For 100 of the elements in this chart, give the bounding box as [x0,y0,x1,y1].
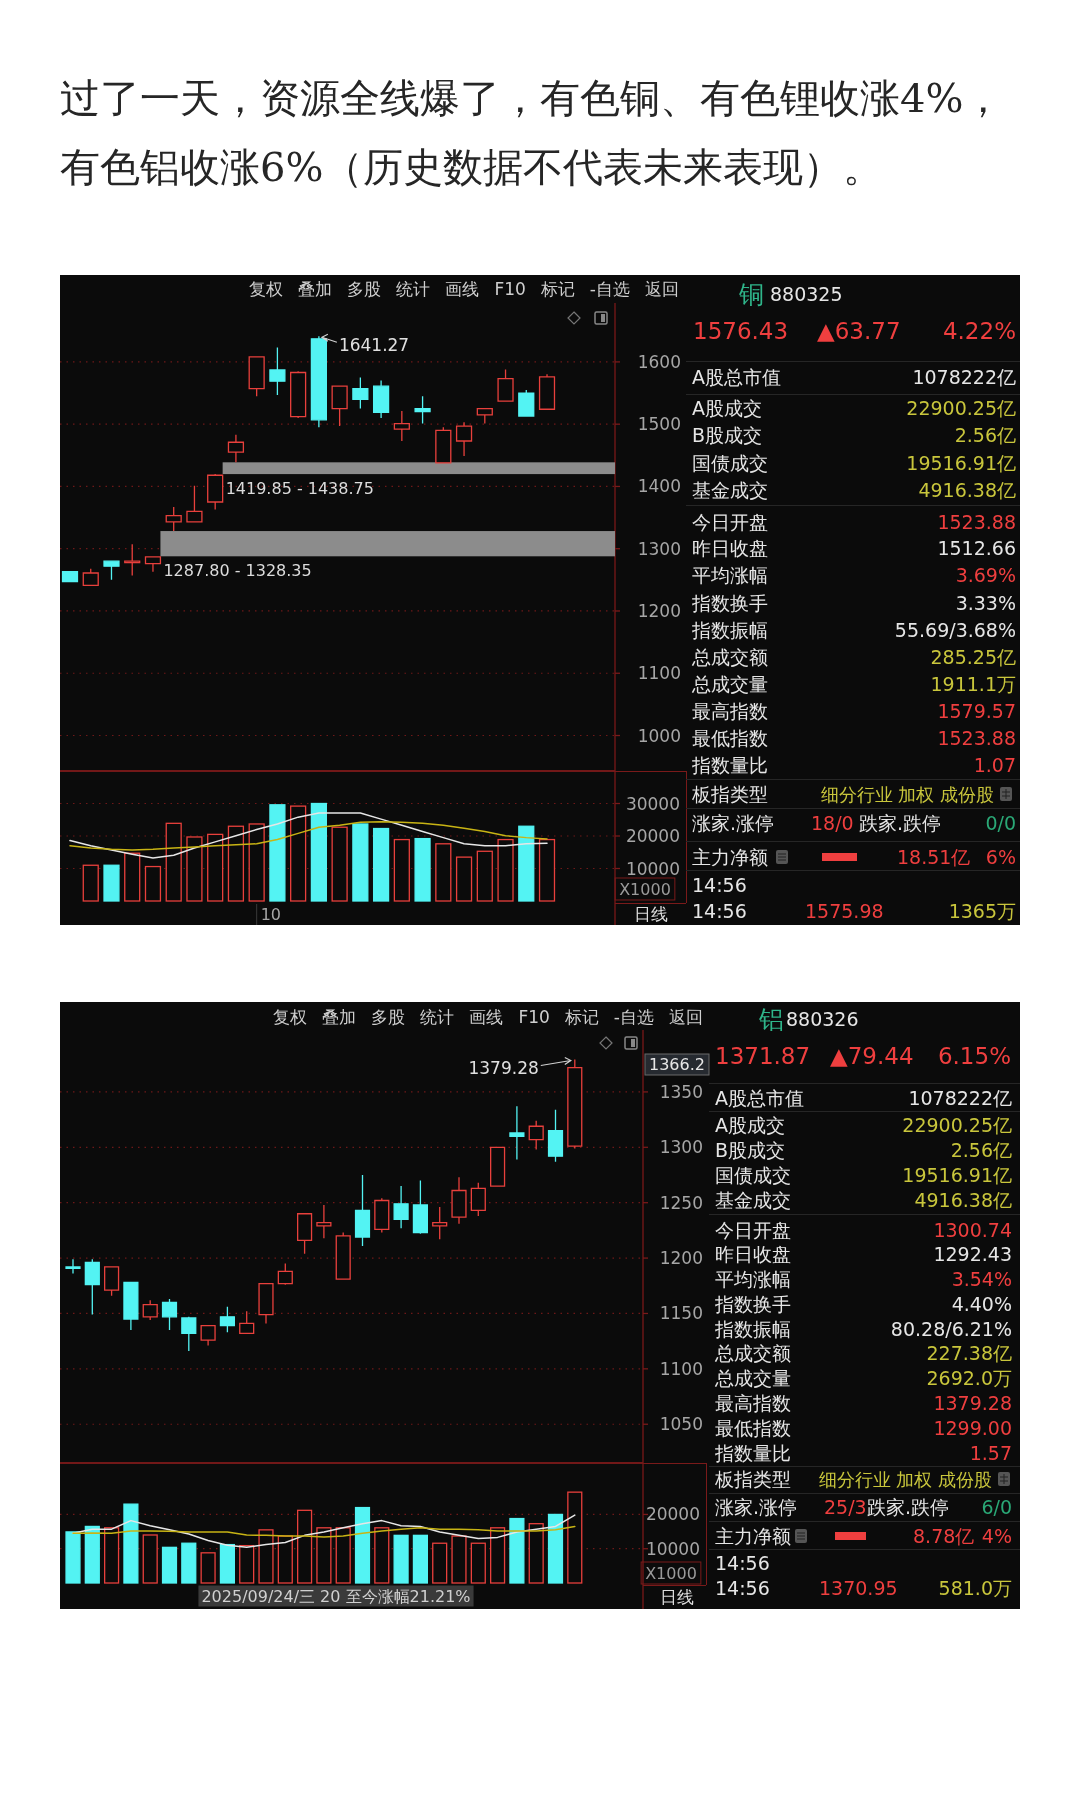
text: 指数量比 [714,1442,791,1464]
text: 4916.38亿 [918,478,1016,501]
y-tick-label: 10000 [625,858,680,879]
text: 1911.1万 [930,673,1016,695]
text: 铜 [737,279,764,309]
bar [528,1523,544,1584]
bar [374,1527,390,1584]
candlestick [372,379,390,419]
text: 1.07 [973,754,1016,776]
candlestick [518,389,535,418]
text: 1523.88 [937,511,1016,533]
text: 4% [981,1525,1012,1547]
bar [393,838,410,902]
text: 1078222亿 [912,366,1016,388]
y-tick-label: 1500 [637,414,681,435]
candlestick [84,1258,100,1316]
candlestick [269,346,286,396]
bar [207,833,224,902]
bar [509,1517,525,1584]
bar [258,1529,274,1584]
bar [219,1543,235,1584]
text: 昨日收盘 [692,537,768,559]
y-tick-label: 20000 [625,826,680,846]
text: 铝 [757,1004,784,1034]
bar [200,1552,216,1584]
text: 昨日收盘 [715,1243,791,1265]
text: 2.56亿 [950,1139,1012,1161]
candlestick [316,1204,332,1239]
line-series [69,812,548,859]
text: 25/3 [824,1496,867,1518]
bar [84,1525,100,1584]
candlestick [393,410,410,442]
candlestick [547,1109,564,1163]
bar [104,1527,120,1584]
candlestick [435,426,452,465]
y-tick-label: 1100 [659,1358,703,1379]
text: 1366.2 [649,1055,705,1074]
text: 6% [985,846,1016,868]
y-tick-label: 10000 [645,1538,700,1559]
bar [455,856,473,902]
text: 8.78亿 [913,1525,975,1547]
text: 平均涨幅 [715,1268,791,1290]
text: 14:56 [715,1552,770,1574]
bar [297,1509,313,1584]
text: 55.69/3.68% [894,619,1016,641]
text: 指数量比 [691,754,768,776]
y-tick-label: 1150 [659,1303,703,1324]
text: 画线 [445,279,480,299]
bar [124,852,141,902]
text: 4.22% [942,318,1016,344]
candlestick [65,1258,81,1275]
bar [412,1534,428,1584]
y-tick-label: 1350 [659,1081,703,1102]
bar [248,823,265,902]
text: 1371.87 [715,1043,811,1069]
text: 指数换手 [691,592,768,614]
candlestick [470,1182,486,1217]
text: 基金成交 [692,478,768,501]
text: 标记 [539,279,575,299]
bar [567,1491,583,1584]
text: 18/0 [811,812,854,834]
candlestick [331,384,348,427]
bar [451,1535,467,1584]
bar [470,1542,486,1584]
text: 指数换手 [714,1293,791,1315]
candlestick [248,356,265,397]
candlestick [207,473,224,511]
text: 总成交额 [714,1342,791,1364]
text: 10 [260,904,282,924]
text: 板指类型 [714,1468,791,1490]
text: 总成交额 [691,646,768,668]
band-label: 1287.80 - 1328.35 [163,560,312,580]
candlestick [412,1179,428,1235]
text: 880325 [770,283,843,305]
chart-title: 过了一天，资源全线爆了，有色铜、有色锂收涨4%，有色铝收涨6%（历史数据不代表未来表现）。 [60,74,1004,190]
text: 复权 [249,279,284,299]
bar [538,838,556,902]
text: 今日开盘 [715,1219,791,1241]
text: 2025/09/24/三 20 至今涨幅21.21% [201,1586,471,1606]
candlestick [374,1197,390,1234]
text: 统计 [420,1007,455,1027]
text: 叠加 [298,279,333,299]
annotation: 1379.28 [468,1058,539,1079]
bar [290,805,307,902]
candlestick [277,1262,293,1286]
text: 今日开盘 [692,511,768,533]
bar [372,827,390,902]
candlestick [451,1176,467,1225]
y-tick-label: 1250 [659,1192,703,1213]
y-tick-label: 1100 [637,663,681,684]
text: A股成交 [715,1114,785,1136]
bar [316,1527,332,1584]
y-axis-title: X1000 [619,879,671,899]
text: 1.57 [969,1442,1012,1464]
text: 880326 [786,1008,859,1030]
text: 4.40% [951,1293,1012,1315]
text: ▲63.77 [817,318,901,344]
bar [144,865,162,902]
band-label: 1419.85 - 1438.75 [225,478,374,498]
text: 6.15% [937,1043,1011,1069]
